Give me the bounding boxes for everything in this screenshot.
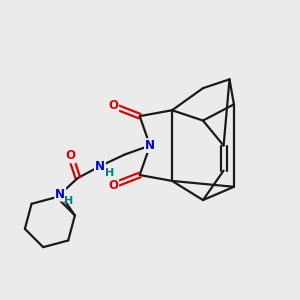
Text: N: N: [145, 139, 155, 152]
Text: O: O: [108, 99, 118, 112]
Text: N: N: [95, 160, 105, 173]
Text: H: H: [64, 196, 74, 206]
Text: O: O: [65, 149, 76, 162]
Text: N: N: [55, 188, 65, 201]
Text: O: O: [108, 179, 118, 192]
Text: H: H: [105, 168, 114, 178]
